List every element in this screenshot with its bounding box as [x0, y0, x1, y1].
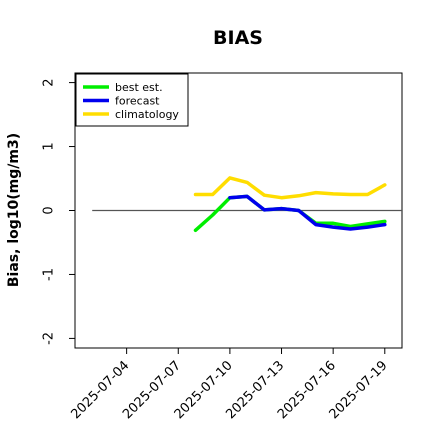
legend-entry: forecast	[115, 95, 160, 108]
plot-area: -2-10122025-07-042025-07-072025-07-10202…	[42, 72, 403, 422]
chart-title: BIAS	[213, 27, 263, 49]
y-axis-label: Bias, log10(mg/m3)	[6, 133, 22, 287]
y-tick-label: -1	[42, 268, 57, 281]
series-line-best-est	[193, 194, 387, 233]
y-tick-label: 2	[42, 78, 57, 86]
series-line-forecast	[228, 194, 387, 231]
y-tick-label: -2	[42, 332, 57, 345]
y-tick-label: 1	[42, 142, 57, 150]
legend-entry: best est.	[115, 81, 163, 94]
y-tick-label: 0	[42, 206, 57, 214]
series-line-climatology	[193, 176, 387, 200]
legend-entry: climatology	[115, 108, 179, 121]
